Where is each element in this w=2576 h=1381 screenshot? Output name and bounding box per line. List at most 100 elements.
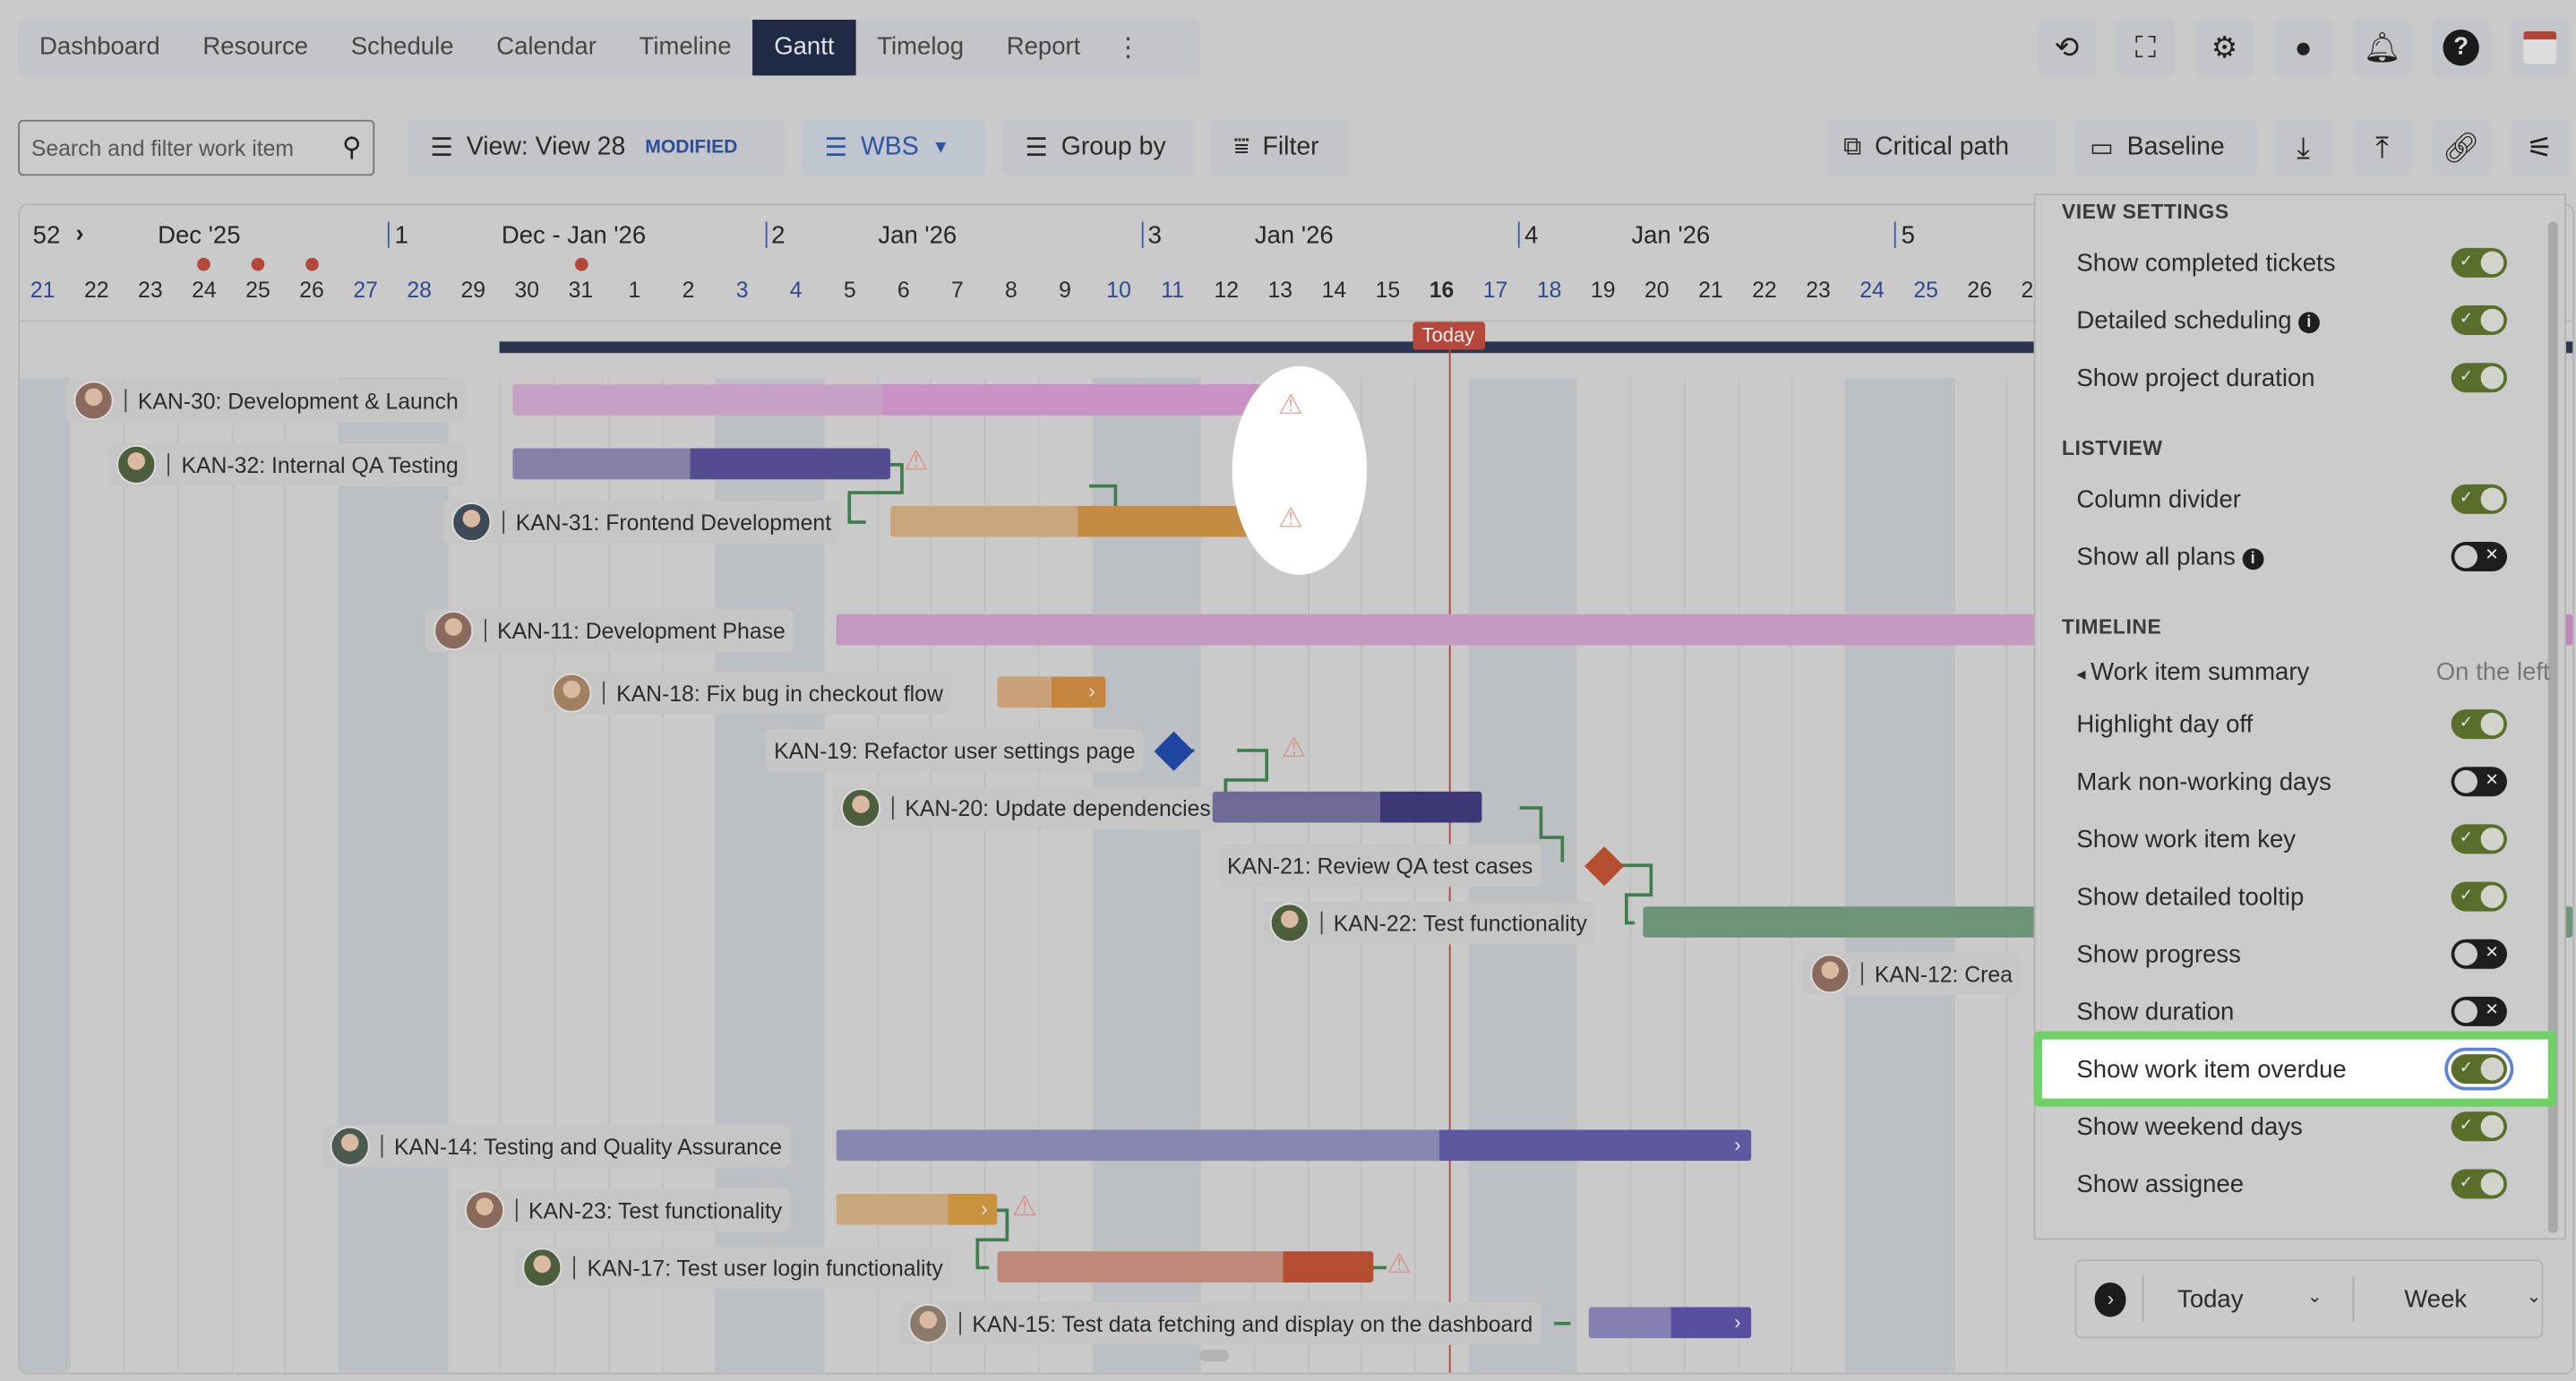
filter-label: Filter: [1262, 133, 1319, 161]
download-icon[interactable]: ⤓: [2273, 119, 2333, 176]
gear-icon[interactable]: ⚙: [2194, 20, 2254, 76]
toggle-thumb: [2480, 365, 2504, 390]
task-label[interactable]: KAN-18: Fix bug in checkout flow: [544, 671, 952, 715]
x-icon: ✕: [2485, 1001, 2499, 1020]
task-label[interactable]: KAN-32: Internal QA Testing: [108, 443, 467, 486]
task-label[interactable]: KAN-11: Development Phase: [425, 609, 794, 652]
horizontal-scrollbar[interactable]: [1198, 1350, 1229, 1361]
baseline-button[interactable]: ▭ Baseline: [2073, 119, 2258, 176]
tab-timelog[interactable]: Timelog: [877, 32, 965, 61]
toggle-switch[interactable]: ✕: [2451, 939, 2507, 969]
chevron-down-icon: ⌄: [2526, 1286, 2542, 1307]
fullscreen-icon[interactable]: ⛶: [2116, 20, 2176, 76]
panel-scrollbar[interactable]: [2547, 221, 2558, 1233]
toggle-switch[interactable]: ✕: [2451, 542, 2507, 572]
tab-schedule[interactable]: Schedule: [350, 32, 454, 61]
group-by-button[interactable]: ☰ Group by: [1001, 119, 1195, 176]
toggle-switch[interactable]: ✓: [2451, 1111, 2507, 1142]
task-label[interactable]: KAN-19: Refactor user settings page: [765, 729, 1144, 772]
day-label: 21: [30, 277, 56, 303]
day-gridline: [607, 377, 610, 1373]
today-dropdown[interactable]: Today ⌄: [2177, 1285, 2323, 1313]
task-remaining: [1051, 676, 1105, 708]
label-divider: [958, 1311, 961, 1335]
task-label[interactable]: KAN-21: Review QA test cases: [1218, 844, 1541, 888]
scale-dropdown[interactable]: Week ⌄: [2404, 1285, 2541, 1313]
help-icon[interactable]: ?: [2431, 20, 2491, 76]
toggle-switch[interactable]: ✓: [2451, 363, 2507, 393]
setting-row: Column divider ✓: [2076, 475, 2507, 524]
sync-icon[interactable]: ⟲: [2037, 20, 2097, 76]
task-remaining: [690, 448, 890, 480]
calendar-app-icon[interactable]: [2510, 20, 2570, 76]
setting-select-value[interactable]: On the left: [2435, 657, 2550, 686]
day-label: 25: [1913, 277, 1938, 303]
task-bar[interactable]: ›: [836, 1129, 1751, 1162]
next-week-chevron-icon[interactable]: ›: [75, 219, 84, 248]
critical-path-button[interactable]: ⧉ Critical path: [1826, 119, 2057, 176]
task-label[interactable]: KAN-31: Frontend Development: [443, 501, 840, 544]
task-label[interactable]: KAN-20: Update dependencies: [832, 786, 1219, 829]
link-icon[interactable]: 🔗︎: [2431, 119, 2491, 176]
task-bar[interactable]: ›: [836, 1193, 998, 1225]
lightbulb-icon[interactable]: ●: [2273, 20, 2333, 76]
task-bar[interactable]: ›: [512, 384, 1267, 416]
expand-chevron-icon[interactable]: ›: [1734, 1133, 1741, 1156]
x-icon: ✕: [2485, 771, 2499, 790]
toggle-switch[interactable]: ✓: [2451, 1054, 2507, 1085]
toggle-switch[interactable]: ✓: [2451, 881, 2507, 912]
toggle-switch[interactable]: ✓: [2451, 709, 2507, 740]
task-label[interactable]: KAN-30: Development & Launch: [65, 379, 467, 423]
task-label[interactable]: KAN-17: Test user login functionality: [514, 1246, 952, 1290]
toggle-switch[interactable]: ✓: [2451, 824, 2507, 854]
toggle-switch[interactable]: ✓: [2451, 484, 2507, 514]
weekend-column: [1092, 377, 1146, 1373]
tab-resource[interactable]: Resource: [202, 32, 309, 61]
week-number: 3: [1147, 221, 1162, 250]
task-label[interactable]: KAN-15: Test data fetching and display o…: [899, 1301, 1541, 1345]
bell-icon[interactable]: 🔔︎: [2352, 20, 2412, 76]
task-bar[interactable]: ›: [1589, 1307, 1751, 1339]
task-progress: [512, 448, 691, 480]
task-bar[interactable]: [512, 448, 890, 480]
caret-left-icon[interactable]: ◂: [2076, 664, 2091, 684]
search-input[interactable]: Search and filter work item ⚲: [18, 119, 375, 176]
task-label[interactable]: KAN-22: Test functionality: [1261, 901, 1596, 945]
toggle-switch[interactable]: ✕: [2451, 767, 2507, 797]
setting-label-text: Show project duration: [2076, 364, 2315, 392]
task-label[interactable]: KAN-14: Testing and Quality Assurance: [322, 1124, 791, 1168]
check-icon: ✓: [2459, 828, 2474, 848]
info-icon[interactable]: i: [2242, 547, 2264, 570]
toggle-switch[interactable]: ✓: [2451, 1169, 2507, 1199]
day-gridline: [1576, 377, 1578, 1373]
info-icon[interactable]: i: [2297, 311, 2320, 333]
task-bar[interactable]: [997, 1251, 1375, 1282]
wbs-dropdown[interactable]: ☰ WBS ▼: [802, 119, 986, 176]
task-label[interactable]: KAN-23: Test functionality: [456, 1188, 791, 1232]
task-bar[interactable]: [889, 505, 1267, 537]
task-label[interactable]: KAN-12: Crea: [1802, 952, 2022, 996]
task-remaining: [1670, 1307, 1751, 1339]
day-gridline: [822, 377, 825, 1373]
toggle-switch[interactable]: ✕: [2451, 996, 2507, 1026]
view-button[interactable]: ☰ View: View 28 MODIFIED: [407, 119, 786, 176]
expand-chevron-icon[interactable]: ›: [981, 1197, 988, 1221]
tab-dashboard[interactable]: Dashboard: [39, 32, 160, 61]
task-remaining: [1439, 1129, 1751, 1162]
upload-icon[interactable]: ⤒: [2352, 119, 2412, 176]
expand-icon[interactable]: ›: [2094, 1282, 2127, 1317]
tab-report[interactable]: Report: [1006, 32, 1081, 61]
toggle-switch[interactable]: ✓: [2451, 247, 2507, 278]
task-bar[interactable]: [1212, 791, 1482, 823]
expand-chevron-icon[interactable]: ›: [1088, 680, 1095, 703]
toggle-switch[interactable]: ✓: [2451, 305, 2507, 336]
task-bar[interactable]: ›: [997, 676, 1105, 708]
filter-button[interactable]: ⩸ Filter: [1210, 119, 1349, 176]
tab-gantt[interactable]: Gantt: [752, 20, 856, 76]
holiday-dot: [305, 257, 319, 271]
more-tabs-icon[interactable]: ⋮: [1114, 34, 1142, 63]
expand-chevron-icon[interactable]: ›: [1734, 1310, 1741, 1334]
tab-calendar[interactable]: Calendar: [496, 32, 597, 61]
tab-timeline[interactable]: Timeline: [639, 32, 732, 61]
view-settings-icon[interactable]: ⚟: [2510, 119, 2570, 176]
